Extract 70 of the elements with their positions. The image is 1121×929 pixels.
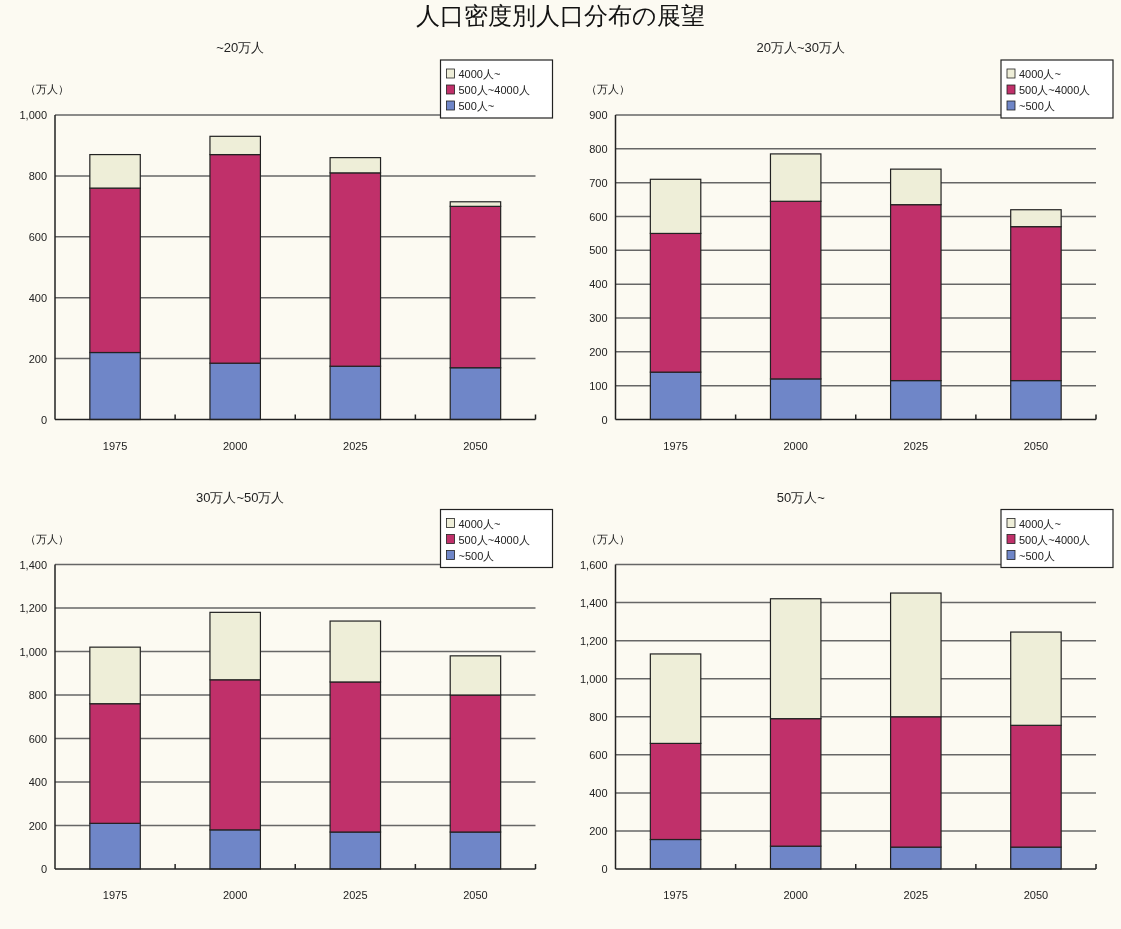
y-tick-label: 1,200 bbox=[19, 602, 47, 614]
x-tick-label: 2050 bbox=[1023, 439, 1049, 452]
legend-label: 500人~4000人 bbox=[458, 84, 530, 96]
legend-label: 4000人~ bbox=[1019, 517, 1061, 530]
legend-label: ~500人 bbox=[1019, 549, 1055, 562]
legend-label: 500人~4000人 bbox=[1019, 84, 1091, 96]
x-tick-label: 1975 bbox=[663, 889, 688, 901]
y-tick-label: 400 bbox=[28, 291, 47, 304]
chart-subtitle: 50万人~ bbox=[776, 489, 826, 505]
y-tick-label: 0 bbox=[601, 413, 608, 426]
y-tick-label: 400 bbox=[28, 776, 47, 788]
x-tick-label: 2025 bbox=[343, 439, 368, 452]
legend-label: 4000人~ bbox=[458, 517, 501, 530]
x-tick-label: 2000 bbox=[222, 889, 248, 901]
y-tick-label: 0 bbox=[601, 863, 608, 875]
y-tick-label: 600 bbox=[589, 210, 608, 223]
y-tick-label: 1,400 bbox=[19, 558, 47, 571]
y-axis-title: （万人） bbox=[25, 83, 69, 95]
y-tick-label: 700 bbox=[589, 176, 608, 189]
y-tick-label: 200 bbox=[28, 352, 47, 365]
x-tick-label: 1975 bbox=[102, 889, 128, 901]
chart-subtitle: ~20万人 bbox=[216, 40, 265, 55]
legend-label: ~500人 bbox=[458, 549, 495, 562]
y-tick-label: 1,400 bbox=[579, 596, 608, 609]
x-tick-label: 2025 bbox=[903, 439, 929, 452]
legend-label: ~500人 bbox=[1019, 100, 1055, 112]
y-tick-label: 1,000 bbox=[579, 672, 608, 685]
x-tick-label: 2025 bbox=[903, 889, 929, 901]
x-tick-label: 2025 bbox=[343, 889, 368, 901]
y-tick-label: 400 bbox=[589, 786, 608, 799]
y-tick-label: 300 bbox=[589, 312, 608, 324]
y-tick-label: 1,200 bbox=[579, 634, 608, 647]
y-tick-label: 800 bbox=[28, 169, 47, 182]
y-tick-label: 900 bbox=[589, 109, 608, 121]
y-tick-label: 1,600 bbox=[579, 558, 608, 571]
y-axis-title: （万人） bbox=[25, 532, 69, 545]
chart-subtitle: 20万人~30万人 bbox=[756, 40, 846, 55]
legend-label: 4000人~ bbox=[458, 68, 501, 80]
y-tick-label: 1,000 bbox=[19, 109, 47, 121]
y-tick-label: 200 bbox=[589, 345, 608, 358]
x-tick-label: 1975 bbox=[663, 439, 688, 452]
legend-label: 4000人~ bbox=[1019, 68, 1061, 80]
x-tick-label: 2000 bbox=[783, 889, 808, 901]
y-tick-label: 600 bbox=[589, 748, 608, 761]
x-tick-label: 1975 bbox=[102, 439, 128, 452]
y-tick-label: 600 bbox=[28, 732, 47, 745]
y-tick-label: 0 bbox=[40, 413, 47, 426]
x-tick-label: 2050 bbox=[463, 439, 488, 452]
y-tick-label: 800 bbox=[589, 142, 608, 155]
y-tick-label: 500 bbox=[589, 244, 608, 257]
legend-label: 500人~4000人 bbox=[1019, 533, 1091, 546]
y-tick-label: 600 bbox=[28, 230, 47, 243]
x-tick-label: 2050 bbox=[1023, 889, 1049, 901]
y-axis-title: （万人） bbox=[585, 83, 630, 95]
x-tick-label: 2050 bbox=[463, 889, 488, 901]
legend-label: 500人~4000人 bbox=[458, 533, 530, 546]
y-tick-label: 400 bbox=[589, 278, 608, 291]
chart-subtitle: 30万人~50万人 bbox=[195, 489, 285, 505]
y-tick-label: 200 bbox=[589, 824, 608, 837]
y-tick-label: 0 bbox=[40, 863, 47, 875]
y-tick-label: 800 bbox=[589, 710, 608, 723]
legend-label: 500人~ bbox=[458, 100, 495, 112]
chart-title: 人口密度別人口分布の展望 bbox=[416, 2, 705, 29]
y-tick-label: 200 bbox=[28, 819, 47, 832]
x-tick-label: 2000 bbox=[783, 439, 808, 452]
y-axis-title: （万人） bbox=[585, 532, 630, 545]
y-tick-label: 1,000 bbox=[19, 645, 47, 658]
y-tick-label: 800 bbox=[28, 689, 47, 701]
x-tick-label: 2000 bbox=[222, 439, 248, 452]
y-tick-label: 100 bbox=[589, 379, 608, 392]
